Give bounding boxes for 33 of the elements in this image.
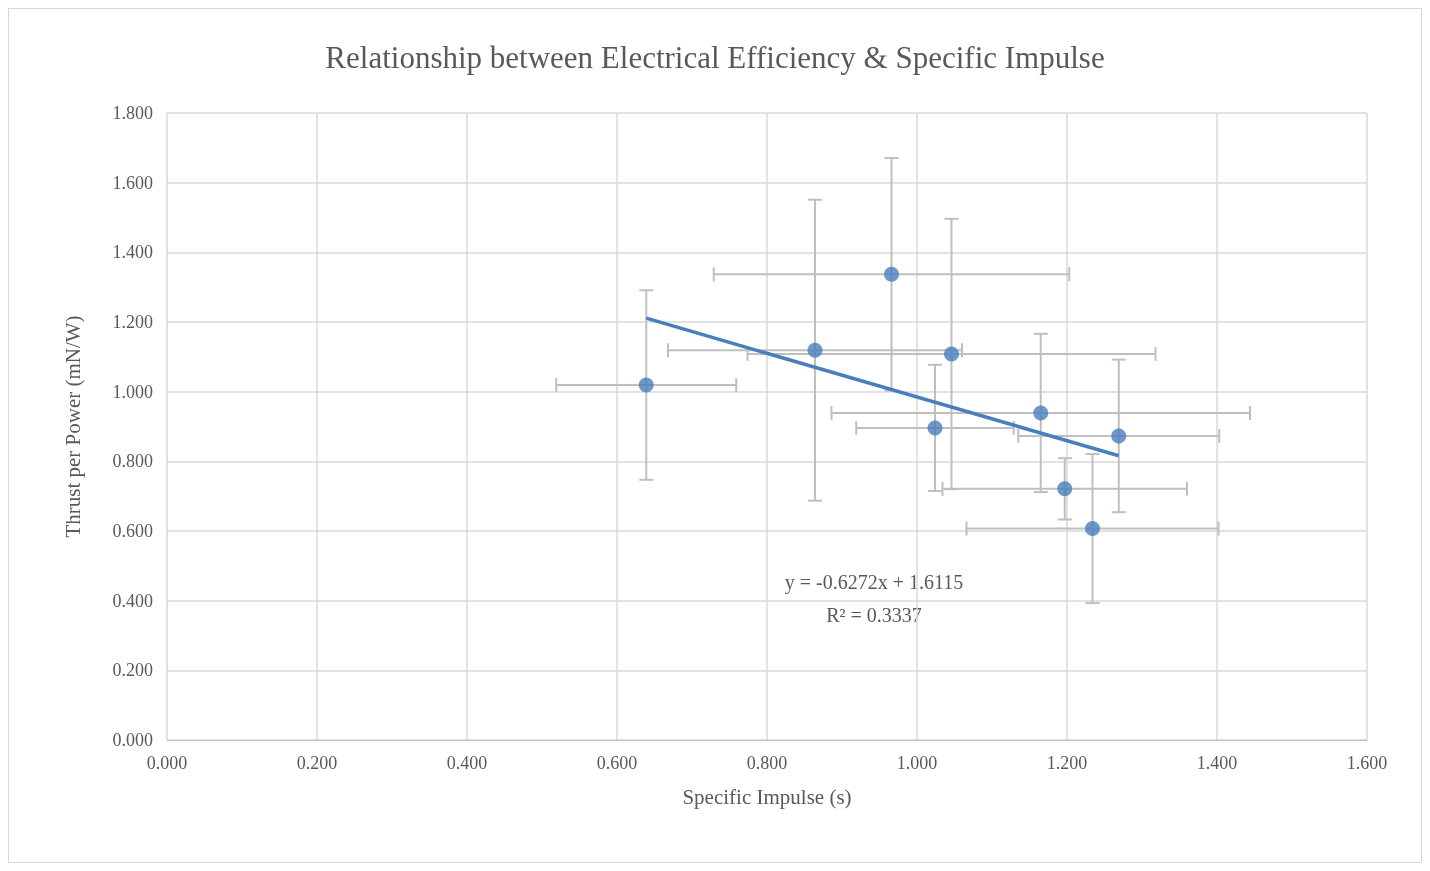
y-tick-label: 1.000: [112, 381, 153, 402]
y-tick-label: 0.400: [112, 590, 153, 611]
y-tick-label: 1.200: [112, 312, 153, 332]
x-tick-label: 0.800: [746, 753, 788, 773]
point: [927, 420, 943, 436]
point: [1057, 481, 1073, 497]
y-tick-label: 0.800: [112, 451, 153, 472]
point: [1033, 405, 1049, 421]
x-axis-title: Specific Impulse (s): [682, 784, 852, 809]
x-tick-label: 1.600: [1346, 753, 1388, 773]
y-tick-label: 1.400: [112, 242, 153, 263]
chart-title: Relationship between Electrical Efficiency & Specific Impulse: [325, 40, 1105, 75]
point: [1085, 521, 1100, 537]
y-tick-label: 0.000: [112, 730, 153, 750]
point: [884, 266, 899, 282]
annotation: R² = 0.3337: [826, 604, 922, 626]
x-tick-label: 0.600: [596, 753, 638, 773]
point: [1111, 428, 1127, 444]
y-axis-title: Thrust per Power (mN/W): [60, 315, 85, 538]
annotation: y = -0.6272x + 1.6115: [784, 571, 964, 594]
y-tick-label: 0.600: [112, 521, 153, 541]
point: [638, 377, 654, 393]
x-tick-label: 1.000: [896, 753, 938, 773]
y-tick-label: 1.600: [112, 172, 153, 193]
x-tick-label: 0.200: [296, 753, 338, 773]
point: [807, 342, 823, 358]
y-tick-label: 0.200: [112, 660, 153, 681]
y-tick-label: 1.800: [112, 103, 153, 123]
x-tick-label: 1.400: [1196, 753, 1238, 773]
x-tick-label: 1.200: [1046, 753, 1088, 773]
x-tick-label: 0.400: [446, 753, 488, 773]
point: [944, 346, 959, 362]
x-tick-label: 0.000: [146, 753, 188, 773]
